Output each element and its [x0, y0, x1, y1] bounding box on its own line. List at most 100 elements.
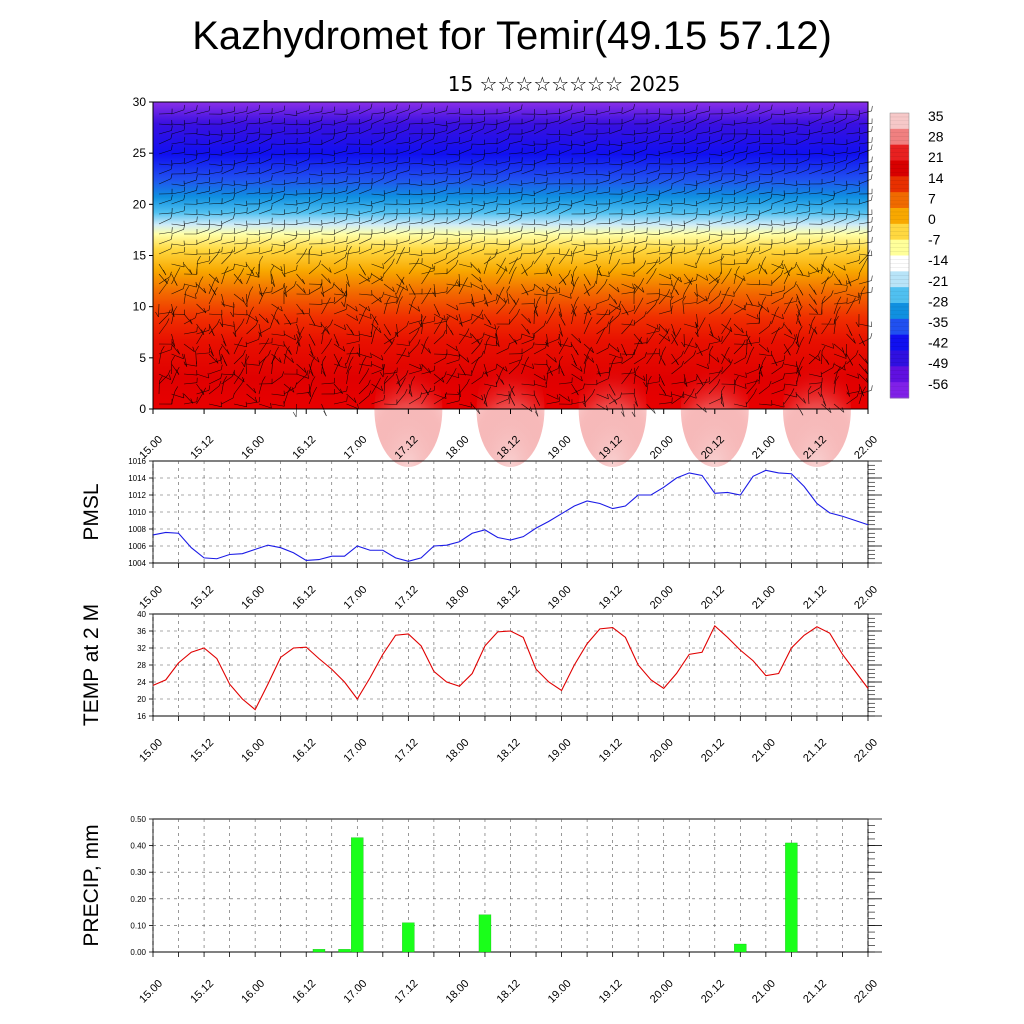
x-tick-label: 21.00 [750, 584, 778, 612]
wind-barb-flag [701, 246, 705, 253]
wind-barb-flag [691, 388, 695, 394]
wind-barb-flag [808, 164, 811, 170]
wind-barb-flag [420, 103, 423, 109]
wind-barb [458, 218, 471, 225]
wind-barb-flag [813, 289, 817, 295]
wind-barb-flag [333, 106, 336, 112]
wind-barb [333, 323, 346, 331]
wind-barb [783, 363, 797, 367]
wind-barb [421, 219, 434, 225]
wind-barb [696, 273, 708, 281]
wind-barb [283, 333, 296, 341]
wind-barb [246, 293, 248, 307]
wind-barb [371, 161, 385, 165]
x-tick-label: 16.12 [290, 584, 318, 612]
wind-barb [621, 230, 635, 235]
wind-barb [471, 263, 481, 274]
wind-barb-flag [798, 300, 802, 307]
wind-barb [746, 150, 760, 155]
wind-barb [846, 118, 859, 125]
precip-bar [338, 949, 351, 953]
wind-barb-flag [328, 338, 332, 344]
wind-barb [658, 393, 672, 397]
wind-barb-flag [596, 135, 598, 141]
wind-barb [733, 373, 747, 378]
wind-barb [371, 193, 385, 196]
wind-barb-flag [670, 173, 673, 179]
wind-barb-flag [521, 165, 523, 171]
wind-barb [708, 283, 718, 295]
wind-barb [333, 171, 347, 175]
wind-barb-flag [484, 301, 489, 307]
wind-barb [658, 252, 672, 255]
y-tick-label: 25 [133, 146, 147, 160]
wind-barb [821, 241, 835, 245]
wind-barb [246, 192, 260, 195]
wind-barb-flag [762, 296, 767, 302]
wind-barb-flag [630, 319, 633, 325]
wind-barb-flag [795, 223, 798, 230]
wind-barb [421, 133, 435, 135]
colorbar-label: 35 [928, 108, 944, 124]
wind-barb [496, 193, 510, 195]
wind-barb [208, 323, 218, 335]
wind-barb-flag [695, 104, 698, 110]
wind-barb-flag [871, 385, 873, 391]
wind-barb [508, 303, 517, 315]
wind-barb [721, 220, 735, 225]
wind-barb [421, 293, 435, 295]
wind-barb-flag [310, 351, 314, 357]
x-tick-label: 21.00 [750, 978, 778, 1006]
wind-barb [271, 190, 285, 195]
wind-barb-flag [355, 306, 358, 312]
wind-barb [496, 293, 507, 304]
wind-barb [433, 123, 447, 127]
wind-barb [408, 397, 421, 405]
wind-barb [608, 343, 620, 353]
wind-barb-flag [558, 396, 561, 402]
wind-barb-flag [797, 311, 801, 317]
wind-barb [771, 311, 777, 325]
wind-barb [308, 353, 320, 363]
wind-barb-flag [368, 390, 372, 396]
wind-barb-flag [696, 274, 698, 281]
wind-barb-flag [308, 164, 310, 170]
wind-barb-flag [780, 260, 784, 266]
wind-barb [546, 162, 560, 165]
wind-barb-flag [623, 350, 627, 357]
wind-barb [783, 302, 791, 315]
wind-barb [846, 230, 860, 235]
wind-barb-flag [208, 186, 211, 192]
wind-barb [308, 391, 315, 405]
wind-barb-flag [183, 283, 185, 289]
wind-barb [208, 139, 222, 145]
wind-barb [333, 212, 347, 215]
wind-barb-flag [741, 327, 744, 334]
wind-barb [383, 343, 393, 355]
wind-barb [583, 393, 586, 407]
wind-barb [508, 230, 522, 235]
wind-barb-flag [483, 244, 486, 250]
wind-barb-flag [421, 365, 423, 371]
wind-barb [796, 303, 801, 317]
wind-barb-flag [163, 269, 167, 276]
wind-barb [208, 181, 222, 185]
wind-barb [808, 203, 823, 205]
wind-barb [396, 109, 409, 115]
wind-barb-flag [648, 375, 652, 382]
wind-barb-flag [496, 294, 498, 300]
wind-barb-flag [608, 271, 610, 277]
wind-barb-flag [843, 265, 846, 271]
wind-barb-flag [346, 145, 348, 152]
x-tick-label: 19.00 [546, 978, 574, 1006]
wind-barb [396, 273, 405, 285]
wind-barb [346, 132, 360, 135]
wind-barb-flag [483, 154, 485, 160]
wind-barb [333, 293, 347, 296]
wind-barb [271, 351, 277, 365]
wind-barb [683, 393, 697, 399]
y-axis-label: PRECIP, mm [80, 824, 103, 946]
wind-barb [646, 333, 655, 345]
wind-barb [771, 366, 783, 375]
